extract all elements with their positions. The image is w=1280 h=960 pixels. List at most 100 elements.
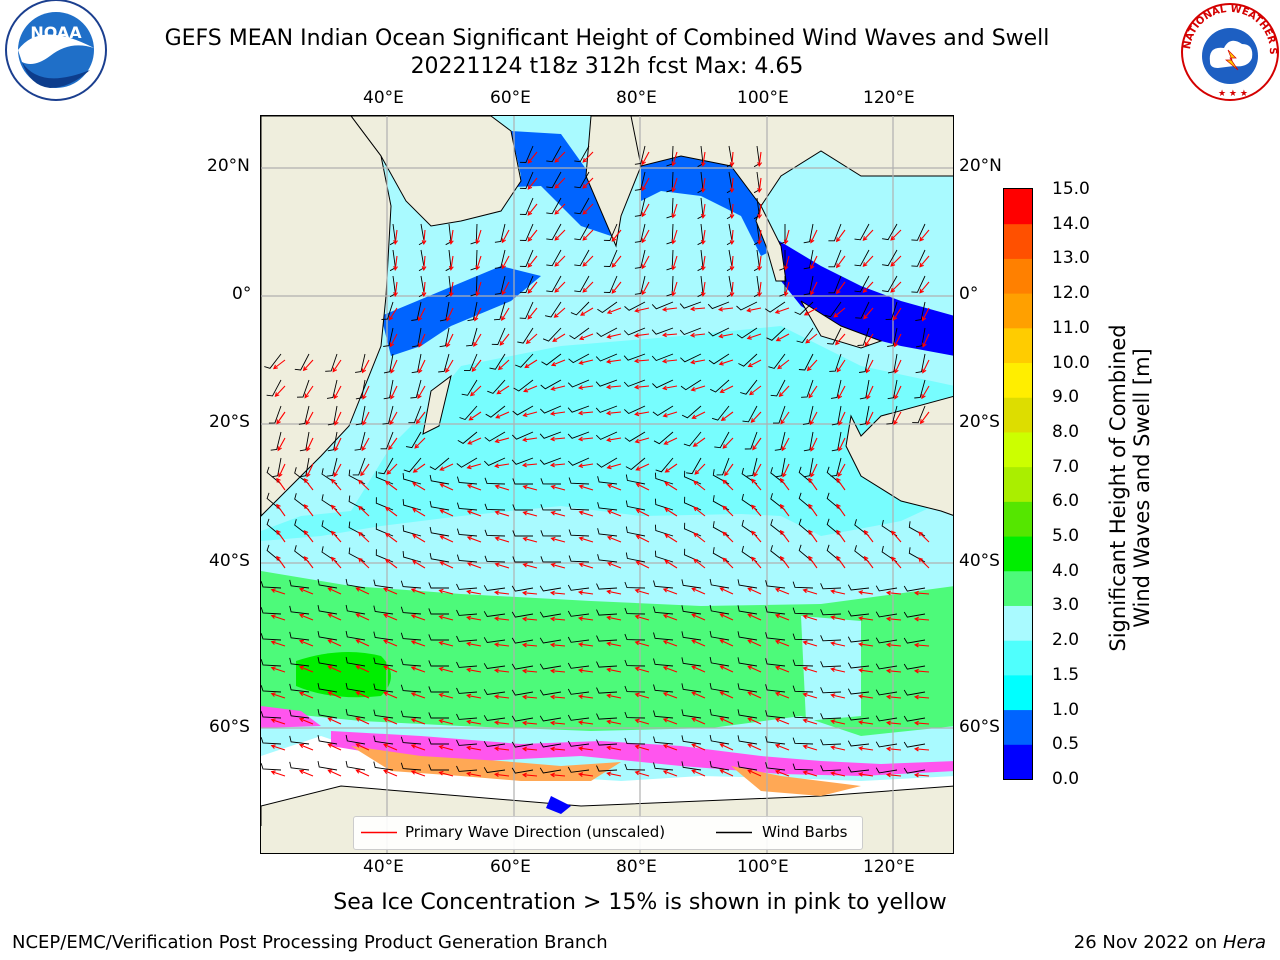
- wave-direction-arrow: [527, 229, 538, 242]
- lon-tick-top-120e: 120°E: [863, 88, 915, 108]
- wind-barb: [484, 431, 506, 442]
- wave-direction-arrow: [751, 478, 762, 491]
- wave-direction-arrow: [808, 477, 818, 491]
- colorbar-swatch: [1004, 744, 1032, 779]
- wave-direction-arrow: [475, 255, 482, 271]
- wave-direction-arrow: [412, 463, 426, 473]
- colorbar-swatch: [1004, 605, 1032, 641]
- wave-direction-arrow: [577, 410, 594, 416]
- wave-direction-arrow: [757, 177, 763, 194]
- svg-text:★ ★ ★: ★ ★ ★: [1218, 89, 1248, 99]
- wind-barb: [289, 683, 310, 693]
- wave-direction-arrow: [662, 743, 678, 751]
- wind-barb: [886, 405, 898, 425]
- wind-barb: [882, 275, 898, 293]
- wind-barb: [539, 431, 562, 439]
- colorbar-tick-label: 7.0: [1052, 456, 1080, 477]
- wave-direction-arrow: [722, 557, 734, 569]
- wave-direction-arrow: [919, 411, 930, 425]
- wind-barb: [539, 637, 562, 644]
- wind-barb: [483, 637, 506, 643]
- wave-direction-arrow: [913, 590, 930, 596]
- wind-barb: [546, 171, 562, 189]
- wave-direction-arrow: [634, 307, 650, 313]
- wave-direction-arrow: [550, 359, 566, 367]
- wave-direction-arrow: [276, 477, 286, 491]
- wave-direction-arrow: [729, 255, 735, 272]
- wind-barb: [428, 712, 449, 719]
- wave-direction-arrow: [522, 536, 538, 543]
- wave-direction-arrow: [885, 616, 902, 622]
- wave-direction-arrow: [582, 177, 594, 189]
- wave-direction-arrow: [830, 615, 846, 621]
- wave-direction-arrow: [582, 151, 594, 163]
- colorbar-title: Significant Height of Combined Wind Wave…: [1106, 324, 1154, 652]
- lat-tick-right-40s: 40°S: [959, 551, 1000, 571]
- wave-direction-arrow: [606, 641, 622, 647]
- wave-direction-arrow: [671, 151, 678, 167]
- colorbar-swatch: [1004, 189, 1032, 225]
- wave-direction-arrow: [438, 718, 454, 725]
- wave-direction-arrow: [700, 177, 706, 193]
- wind-barb: [709, 760, 730, 771]
- wind-barb: [653, 580, 674, 589]
- wind-barb: [824, 301, 842, 318]
- wind-barb: [456, 502, 478, 511]
- wind-barb: [859, 353, 870, 373]
- wave-direction-arrow: [830, 667, 846, 673]
- wave-direction-arrow: [393, 229, 398, 246]
- wave-direction-arrow: [466, 589, 482, 595]
- wind-barb: [624, 607, 646, 615]
- wind-barb: [709, 734, 730, 745]
- wind-barb: [567, 431, 590, 439]
- colorbar-tick-label: 1.5: [1052, 664, 1080, 685]
- wind-barb: [483, 767, 506, 773]
- wave-direction-arrow: [757, 255, 763, 272]
- wave-direction-arrow: [327, 769, 342, 777]
- wind-barb: [716, 457, 730, 476]
- wave-direction-arrow: [501, 307, 510, 321]
- wind-barb: [603, 223, 618, 241]
- wind-barb: [289, 605, 310, 615]
- wave-direction-arrow: [521, 720, 538, 726]
- wave-direction-arrow: [577, 642, 594, 647]
- lon-tick-top-60e: 60°E: [490, 88, 531, 108]
- wave-direction-arrow: [493, 720, 510, 726]
- wind-barb: [289, 579, 310, 589]
- wind-barb: [855, 301, 870, 319]
- wind-barb: [428, 634, 449, 641]
- wind-barb: [681, 709, 702, 719]
- wave-direction-arrow: [862, 229, 874, 242]
- wave-direction-arrow: [634, 640, 650, 647]
- lat-tick-left-40s: 40°S: [209, 551, 250, 571]
- wave-direction-arrow: [497, 359, 510, 371]
- australia-land: [845, 396, 953, 516]
- wave-direction-arrow: [521, 642, 538, 648]
- wind-barb: [261, 659, 282, 667]
- wind-barb: [411, 327, 422, 348]
- wave-direction-arrow: [606, 483, 622, 491]
- wave-direction-arrow: [802, 770, 818, 777]
- wave-direction-arrow: [384, 558, 398, 569]
- wind-barb: [875, 689, 898, 696]
- colorbar-swatch: [1004, 536, 1032, 572]
- wave-direction-arrow: [494, 463, 510, 469]
- wave-direction-arrow: [752, 437, 762, 451]
- colorbar-swatch: [1004, 258, 1032, 294]
- wind-barb: [317, 657, 338, 667]
- wave-direction-arrow: [806, 359, 818, 372]
- map-panel[interactable]: [260, 115, 954, 854]
- wave-direction-arrow: [866, 411, 874, 426]
- wave-direction-arrow: [863, 555, 874, 569]
- wind-barb: [803, 249, 814, 270]
- lon-tick-bottom-80e: 80°E: [616, 857, 657, 877]
- wind-barb: [428, 582, 449, 589]
- wave-direction-arrow: [729, 229, 735, 246]
- wind-barb: [820, 661, 842, 668]
- wind-barb: [708, 353, 730, 365]
- wind-barb: [681, 405, 702, 419]
- wind-barb: [625, 457, 646, 471]
- wind-barb: [742, 405, 758, 423]
- wave-direction-arrow: [410, 666, 426, 673]
- wind-barb: [400, 684, 422, 693]
